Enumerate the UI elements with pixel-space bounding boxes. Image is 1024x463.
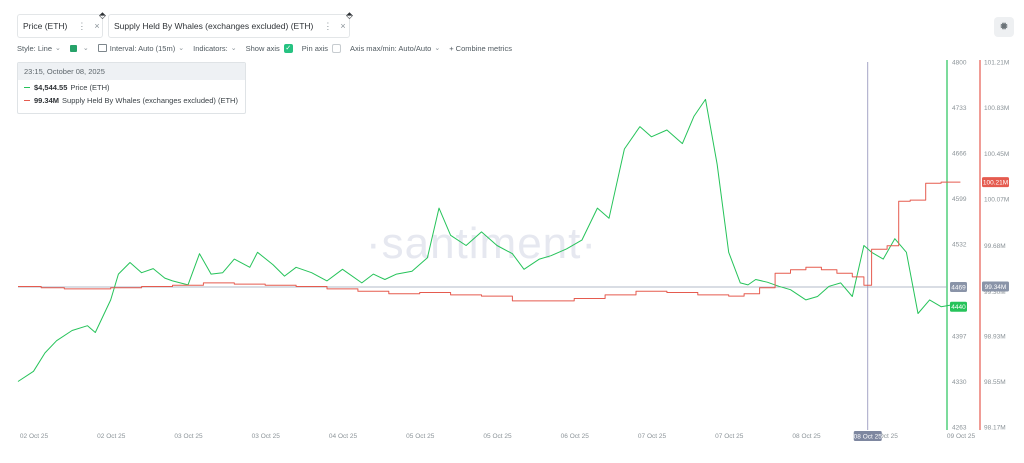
price-hover-badge: 4469 — [951, 284, 966, 291]
combine-metrics-label: + Combine metrics — [449, 43, 512, 53]
style-select-label: Style: Line — [17, 43, 53, 53]
tooltip-whales-value: 99.34M — [34, 96, 60, 105]
chart-tooltip: 23:15, October 08, 2025 $4,544.55 Price … — [17, 62, 246, 114]
interval-select-label: Interval: Auto (15m) — [109, 43, 176, 53]
supply-tick-label: 98.55M — [984, 379, 1006, 386]
drag-handle-icon[interactable]: ⬘ — [346, 10, 353, 20]
x-tick-label: 07 Oct 25 — [638, 433, 667, 440]
whales-legend-swatch — [24, 99, 30, 102]
interval-select[interactable]: Interval: Auto (15m) ⌄ — [97, 43, 185, 53]
supply-tick-label: 100.83M — [984, 105, 1009, 112]
calendar-icon — [97, 44, 107, 52]
price-legend-swatch — [24, 86, 30, 89]
supply-hover-badge-bg — [982, 281, 1009, 292]
x-tick-label: 02 Oct 25 — [97, 433, 126, 440]
price-tick-label: 4733 — [952, 105, 967, 112]
chevron-down-icon: ⌄ — [434, 45, 441, 52]
x-tick-label: 07 Oct 25 — [715, 433, 744, 440]
supply-tick-label: 98.17M — [984, 425, 1006, 432]
supply-current-badge-bg — [982, 177, 1009, 188]
x-tick-label: 03 Oct 25 — [174, 433, 203, 440]
chart-toolbar: Style: Line ⌄ ⌄ Interval: Auto (15m) ⌄ I… — [17, 42, 521, 54]
price-tick-label: 4800 — [952, 60, 967, 67]
chevron-down-icon: ⌄ — [178, 45, 185, 52]
santiment-watermark: ·santiment· — [366, 219, 597, 268]
price-tick-label: 4532 — [952, 242, 967, 249]
x-tick-label: 04 Oct 25 — [329, 433, 358, 440]
tooltip-datetime: 23:15, October 08, 2025 — [18, 63, 245, 80]
chevron-down-icon: ⌄ — [230, 45, 237, 52]
tooltip-row-price: $4,544.55 Price (ETH) — [18, 82, 245, 93]
tooltip-price-value: $4,544.55 — [34, 83, 68, 92]
settings-gear-icon[interactable]: ✹ — [994, 17, 1014, 37]
price-tick-label: 4397 — [952, 333, 967, 340]
metric-chip-whales-label: Supply Held By Whales (exchanges exclude… — [114, 21, 314, 31]
supply-hover-badge: 99.34M — [985, 284, 1007, 291]
chevron-down-icon: ⌄ — [55, 45, 61, 52]
more-icon[interactable]: ⋮ — [77, 20, 87, 31]
supply-current-badge: 100.21M — [983, 180, 1008, 187]
price-series-line — [17, 98, 961, 382]
tooltip-price-name: Price (ETH) — [70, 83, 110, 92]
supply-series-line — [18, 181, 961, 302]
combine-metrics-button[interactable]: + Combine metrics — [449, 44, 512, 53]
axis-maxmin-label: Axis max/min: Auto/Auto — [350, 43, 432, 53]
pin-axis-checkbox[interactable] — [332, 43, 342, 53]
price-current-badge-bg — [950, 301, 967, 312]
tooltip-row-whales: 99.34M Supply Held By Whales (exchanges … — [18, 95, 245, 106]
color-swatch — [69, 44, 77, 52]
show-axis-checkbox[interactable]: ✓ — [283, 43, 293, 53]
supply-tick-label: 99.68M — [984, 243, 1006, 250]
supply-tick-label: 100.45M — [984, 151, 1009, 158]
x-tick-label: 05 Oct 25 — [483, 433, 512, 440]
tooltip-whales-name: Supply Held By Whales (exchanges exclude… — [62, 96, 238, 105]
chevron-down-icon: ⌄ — [82, 45, 89, 52]
price-tick-label: 4330 — [952, 379, 967, 386]
x-tick-label: 03 Oct 25 — [252, 433, 281, 440]
drag-handle-icon[interactable]: ⬘ — [99, 10, 106, 20]
crosshair-date-badge-bg — [853, 431, 882, 441]
supply-tick-label: 98.93M — [984, 333, 1006, 340]
color-select[interactable]: ⌄ — [69, 44, 89, 52]
show-axis-toggle[interactable]: Show axis ✓ — [245, 43, 293, 53]
price-tick-label: 4666 — [952, 151, 967, 158]
axis-maxmin-select[interactable]: Axis max/min: Auto/Auto ⌄ — [350, 44, 440, 53]
x-tick-label: 05 Oct 25 — [406, 433, 435, 440]
indicators-select[interactable]: Indicators: ⌄ — [193, 44, 236, 53]
pin-axis-label: Pin axis — [301, 43, 329, 53]
pin-axis-toggle[interactable]: Pin axis — [301, 43, 342, 53]
style-select[interactable]: Style: Line ⌄ — [17, 44, 61, 53]
x-tick-label: 09 Oct 25 — [947, 433, 976, 440]
more-icon[interactable]: ⋮ — [323, 20, 333, 31]
x-tick-label: 08 Oct 25 — [792, 433, 821, 440]
supply-tick-label: 101.21M — [984, 60, 1009, 67]
show-axis-label: Show axis — [245, 43, 280, 53]
price-hover-badge-bg — [950, 281, 967, 292]
metric-chip-price-label: Price (ETH) — [23, 21, 68, 31]
price-current-badge: 4440 — [951, 304, 966, 311]
x-tick-label: 08 Oct 25 — [870, 433, 899, 440]
price-tick-label: 4263 — [952, 425, 967, 432]
close-icon[interactable]: × — [94, 21, 100, 31]
metric-chip-whales[interactable]: Supply Held By Whales (exchanges exclude… — [108, 14, 350, 38]
close-icon[interactable]: × — [340, 21, 346, 31]
x-tick-label: 02 Oct 25 — [20, 433, 49, 440]
supply-tick-label: 99.30M — [984, 289, 1006, 296]
price-tick-label: 4599 — [952, 196, 967, 203]
metric-chip-price[interactable]: Price (ETH) ⋮ × — [17, 14, 103, 38]
indicators-label: Indicators: — [193, 43, 228, 53]
supply-tick-label: 100.07M — [984, 196, 1009, 203]
x-tick-label: 06 Oct 25 — [561, 433, 590, 440]
crosshair-date-badge: 08 Oct 25 — [854, 434, 883, 441]
